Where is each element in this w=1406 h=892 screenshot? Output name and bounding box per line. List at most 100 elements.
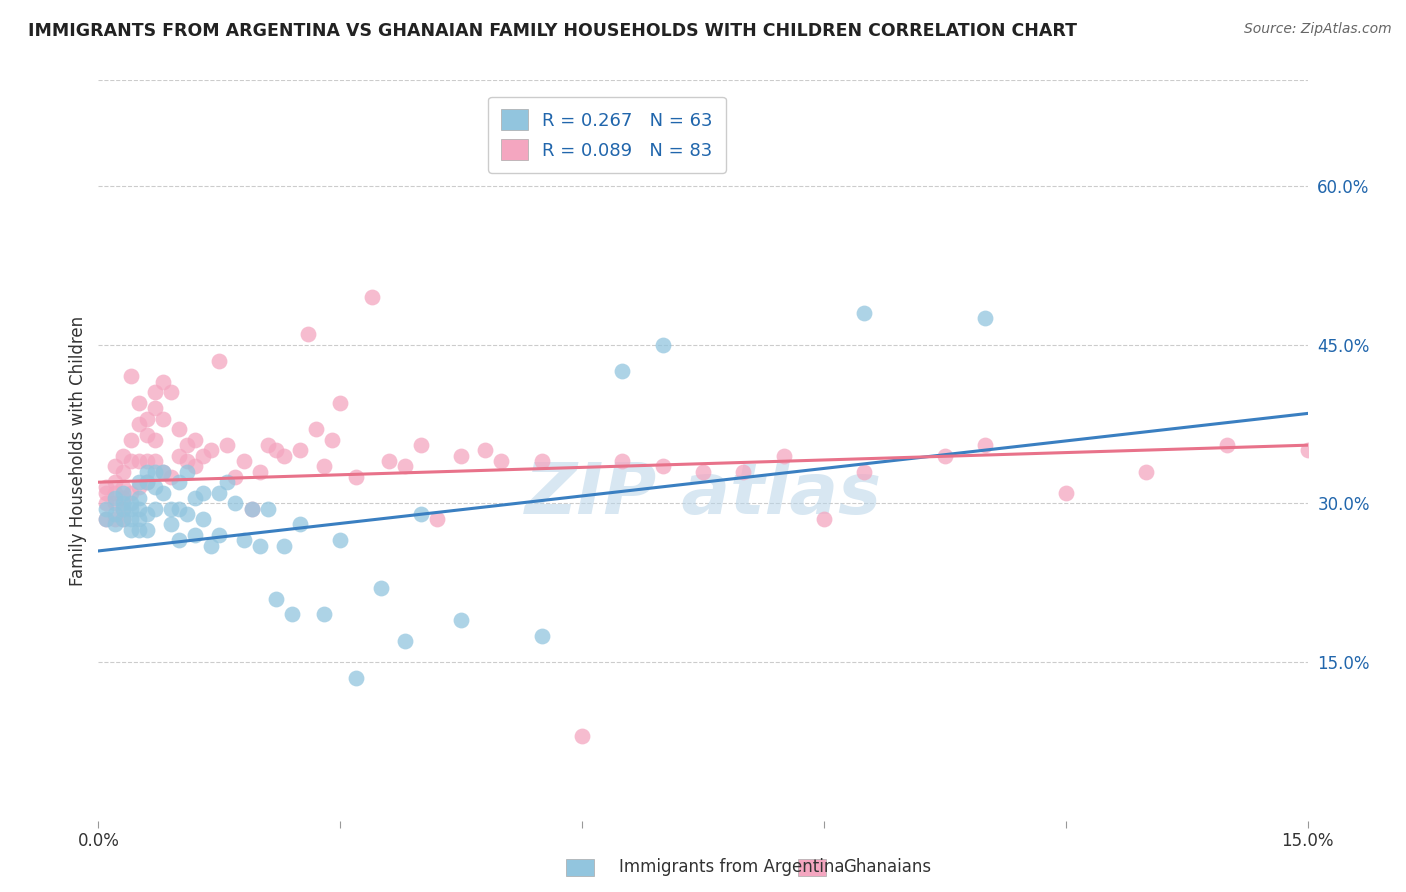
- Point: [143, 481, 166, 495]
- Point: [160, 501, 183, 516]
- Point: [152, 465, 174, 479]
- Point: [135, 454, 157, 468]
- Point: [813, 512, 835, 526]
- Point: [176, 438, 198, 452]
- Point: [143, 385, 166, 400]
- Point: [111, 481, 134, 495]
- Point: [1054, 485, 1077, 500]
- Point: [160, 517, 183, 532]
- Point: [264, 443, 287, 458]
- Point: [394, 633, 416, 648]
- Text: IMMIGRANTS FROM ARGENTINA VS GHANAIAN FAMILY HOUSEHOLDS WITH CHILDREN CORRELATIO: IMMIGRANTS FROM ARGENTINA VS GHANAIAN FA…: [28, 22, 1077, 40]
- Point: [143, 501, 166, 516]
- Point: [96, 481, 118, 495]
- Point: [167, 533, 190, 548]
- Point: [273, 539, 295, 553]
- Point: [264, 591, 287, 606]
- Point: [1135, 465, 1157, 479]
- Point: [450, 449, 472, 463]
- Point: [733, 465, 755, 479]
- Point: [530, 629, 553, 643]
- Text: Immigrants from Argentina: Immigrants from Argentina: [619, 858, 844, 876]
- Point: [361, 290, 384, 304]
- Text: ZIP atlas: ZIP atlas: [524, 460, 882, 529]
- Point: [135, 427, 157, 442]
- Point: [530, 454, 553, 468]
- Point: [103, 507, 125, 521]
- Point: [224, 496, 246, 510]
- Point: [120, 496, 142, 510]
- Point: [232, 454, 254, 468]
- Point: [1216, 438, 1239, 452]
- Point: [96, 512, 118, 526]
- Point: [974, 438, 997, 452]
- Point: [103, 512, 125, 526]
- Point: [111, 465, 134, 479]
- Point: [152, 485, 174, 500]
- Point: [329, 396, 352, 410]
- Point: [103, 485, 125, 500]
- Point: [176, 454, 198, 468]
- Point: [120, 433, 142, 447]
- Legend: R = 0.267   N = 63, R = 0.089   N = 83: R = 0.267 N = 63, R = 0.089 N = 83: [488, 96, 725, 173]
- Point: [193, 485, 215, 500]
- Point: [111, 485, 134, 500]
- Point: [120, 523, 142, 537]
- Point: [96, 512, 118, 526]
- Point: [249, 465, 271, 479]
- Point: [208, 353, 231, 368]
- Point: [321, 433, 343, 447]
- Point: [692, 465, 714, 479]
- Point: [256, 501, 278, 516]
- Point: [612, 454, 634, 468]
- Point: [305, 422, 328, 436]
- Point: [111, 501, 134, 516]
- Point: [249, 539, 271, 553]
- Point: [426, 512, 449, 526]
- Point: [111, 491, 134, 505]
- Point: [135, 411, 157, 425]
- Point: [176, 465, 198, 479]
- Point: [184, 528, 207, 542]
- Point: [474, 443, 496, 458]
- Point: [103, 459, 125, 474]
- Point: [128, 396, 150, 410]
- Point: [111, 449, 134, 463]
- Point: [329, 533, 352, 548]
- Point: [853, 465, 876, 479]
- Point: [120, 512, 142, 526]
- Point: [200, 443, 222, 458]
- Point: [160, 385, 183, 400]
- Point: [651, 459, 673, 474]
- Point: [120, 369, 142, 384]
- Point: [152, 375, 174, 389]
- Point: [111, 512, 134, 526]
- Point: [135, 465, 157, 479]
- Point: [370, 581, 392, 595]
- Point: [128, 491, 150, 505]
- Point: [273, 449, 295, 463]
- Point: [143, 454, 166, 468]
- Point: [128, 512, 150, 526]
- Point: [288, 443, 311, 458]
- Point: [143, 433, 166, 447]
- Point: [96, 485, 118, 500]
- Point: [217, 475, 239, 490]
- Point: [167, 449, 190, 463]
- Point: [167, 422, 190, 436]
- Point: [135, 507, 157, 521]
- Point: [135, 523, 157, 537]
- Point: [934, 449, 956, 463]
- Point: [409, 438, 432, 452]
- Point: [651, 337, 673, 351]
- Point: [377, 454, 399, 468]
- Point: [120, 454, 142, 468]
- Text: Ghanaians: Ghanaians: [844, 858, 932, 876]
- Point: [491, 454, 513, 468]
- Point: [394, 459, 416, 474]
- Point: [208, 485, 231, 500]
- Point: [344, 671, 367, 685]
- Point: [128, 454, 150, 468]
- Point: [297, 327, 319, 342]
- Point: [184, 491, 207, 505]
